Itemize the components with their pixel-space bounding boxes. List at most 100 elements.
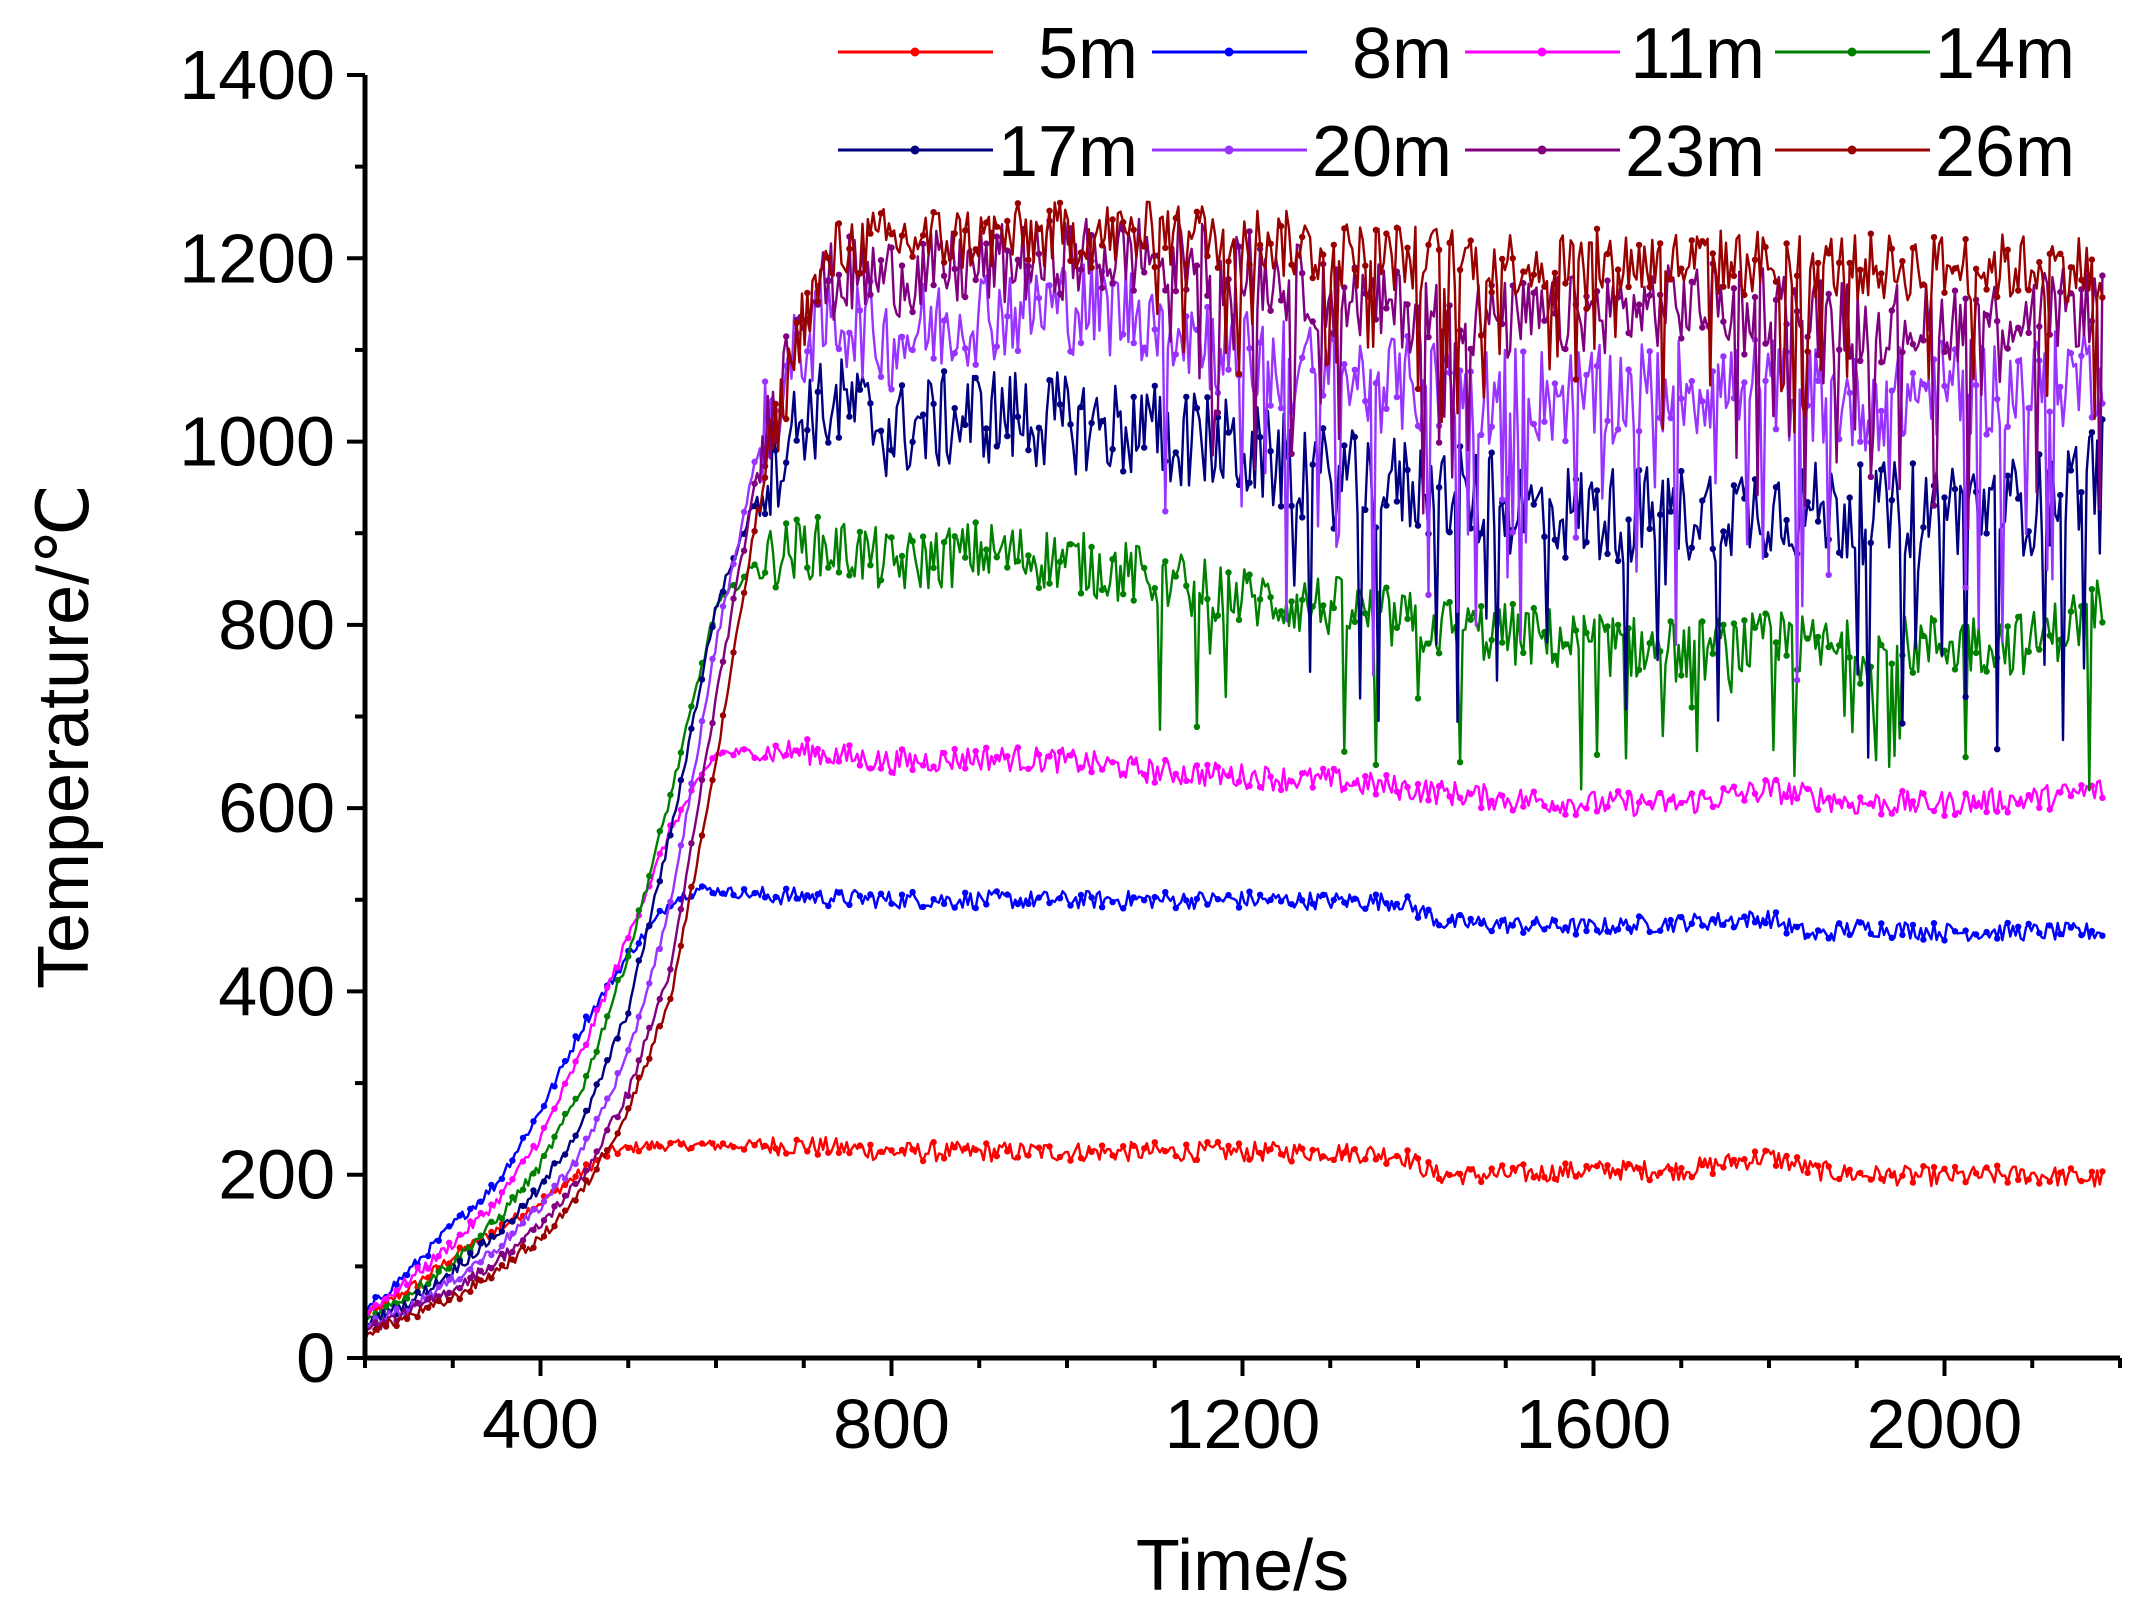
data-point: [1657, 1169, 1664, 1176]
data-point: [1256, 891, 1264, 898]
data-point: [646, 922, 653, 929]
data-point: [856, 307, 864, 314]
data-point: [846, 1149, 853, 1157]
data-point: [856, 892, 864, 900]
data-point: [1614, 926, 1622, 933]
data-point: [1235, 243, 1243, 250]
data-point: [530, 1187, 537, 1194]
data-point: [1541, 533, 1548, 540]
legend-item-14m: 14m: [1775, 14, 2075, 94]
data-point: [1456, 759, 1464, 766]
data-point: [1025, 552, 1032, 559]
data-point: [1035, 584, 1043, 592]
data-point: [940, 1155, 948, 1162]
data-point: [1193, 208, 1201, 215]
data-point: [498, 1228, 506, 1235]
data-point: [1446, 1171, 1453, 1179]
data-point: [1478, 603, 1485, 610]
data-point: [1899, 1172, 1906, 1179]
data-point: [1983, 668, 1990, 675]
data-point: [888, 900, 895, 907]
data-point: [1646, 1176, 1653, 1184]
data-point: [625, 953, 632, 960]
data-point: [1688, 544, 1696, 551]
data-point: [509, 1256, 516, 1263]
data-point: [909, 538, 916, 545]
data-point: [1120, 770, 1127, 777]
data-point: [1562, 554, 1569, 561]
data-point: [372, 1301, 379, 1309]
data-point: [1857, 1169, 1864, 1177]
data-point: [2004, 345, 2011, 352]
data-point: [751, 889, 758, 897]
data-point: [677, 906, 685, 913]
data-point: [2036, 646, 2043, 653]
data-point: [1183, 393, 1190, 401]
data-point: [1688, 377, 1696, 385]
data-point: [393, 1322, 400, 1330]
data-point: [1330, 765, 1338, 773]
data-point: [1846, 802, 1853, 809]
data-point: [1109, 556, 1116, 563]
data-point: [1878, 920, 1885, 927]
data-point: [551, 1203, 558, 1210]
data-point: [1667, 618, 1674, 625]
data-point: [1288, 598, 1295, 605]
data-point: [393, 1305, 400, 1313]
data-point: [1225, 772, 1232, 779]
data-point: [1678, 467, 1685, 475]
data-point: [1077, 339, 1085, 347]
data-point: [1130, 597, 1137, 604]
series-line-23m: [365, 217, 2104, 1337]
data-point: [1941, 1165, 1948, 1173]
data-point: [2078, 489, 2085, 496]
data-point: [2025, 286, 2032, 294]
data-point: [2057, 288, 2064, 296]
data-point: [498, 1262, 506, 1269]
data-point: [1130, 226, 1137, 233]
data-point: [1572, 376, 1580, 383]
data-point: [814, 1151, 821, 1158]
data-point: [1225, 429, 1232, 436]
data-point: [1688, 790, 1696, 797]
data-point: [1035, 751, 1043, 758]
data-point: [582, 1135, 590, 1142]
data-point: [1583, 1162, 1590, 1170]
data-point: [983, 240, 990, 247]
data-point: [835, 271, 843, 278]
data-point: [561, 1151, 569, 1158]
data-point: [1277, 1151, 1285, 1158]
data-point: [719, 658, 727, 665]
data-point: [1825, 571, 1832, 579]
data-point: [1151, 326, 1159, 333]
data-point: [877, 257, 885, 264]
data-point: [1162, 508, 1169, 515]
data-point: [1330, 604, 1338, 612]
data-point: [983, 425, 990, 432]
data-point: [909, 766, 916, 774]
data-point: [1814, 518, 1822, 525]
data-point: [1604, 250, 1611, 258]
data-point: [1025, 765, 1032, 772]
data-point: [1488, 423, 1495, 430]
data-point: [635, 940, 642, 947]
data-point: [446, 1276, 453, 1284]
data-point: [1857, 438, 1864, 445]
data-point: [898, 382, 906, 389]
data-point: [1814, 259, 1822, 267]
data-point: [2078, 1177, 2085, 1185]
data-point: [1077, 266, 1085, 273]
data-point: [1299, 354, 1306, 361]
data-point: [1593, 751, 1601, 758]
data-point: [1414, 695, 1422, 702]
data-point: [1762, 340, 1769, 347]
legend-marker: [910, 145, 920, 155]
data-point: [1141, 564, 1148, 572]
data-point: [877, 890, 885, 897]
data-point: [1836, 259, 1843, 266]
data-point: [1404, 244, 1411, 251]
data-point: [1351, 618, 1359, 625]
data-point: [1667, 916, 1674, 924]
data-point: [1351, 433, 1359, 441]
data-point: [593, 1048, 600, 1055]
